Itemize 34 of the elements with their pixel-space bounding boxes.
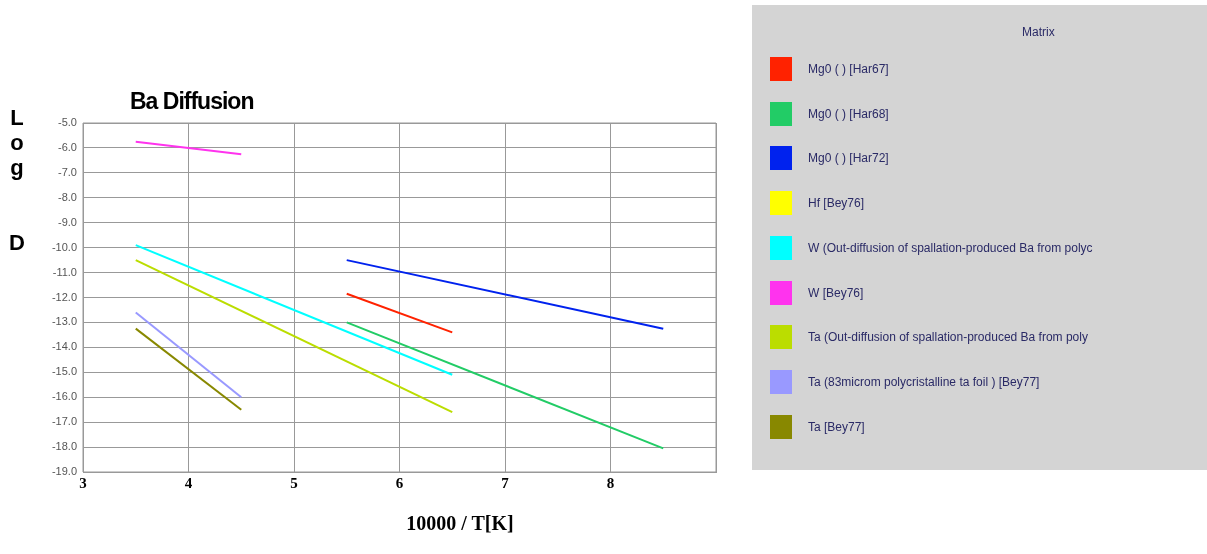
legend-label: Mg0 ( ) [Har68] bbox=[808, 106, 889, 121]
legend-label: Mg0 ( ) [Har67] bbox=[808, 62, 889, 76]
x-tick-label: 7 bbox=[501, 474, 510, 491]
y-tick-label: -14.0 bbox=[51, 340, 77, 353]
x-tick-label: 4 bbox=[184, 474, 193, 491]
legend-label: Ta (83microm polycristalline ta foil ) [Bey77] bbox=[808, 374, 1040, 389]
chart-title: Ba Diffusion bbox=[130, 88, 254, 115]
legend-title: Matrix bbox=[1022, 25, 1055, 39]
y-tick-label: -16.0 bbox=[51, 390, 77, 403]
y-tick-label: -10.0 bbox=[51, 240, 77, 253]
y-tick-label: -5.0 bbox=[58, 116, 77, 129]
legend-label: W [Bey76] bbox=[808, 285, 864, 300]
legend-label: Ta [Bey77] bbox=[808, 419, 865, 434]
y-tick-label: -11.0 bbox=[52, 265, 77, 278]
y-tick-label: -18.0 bbox=[51, 440, 77, 453]
y-tick-label: -19.0 bbox=[51, 465, 77, 478]
y-tick-label: -13.0 bbox=[51, 315, 77, 328]
y-tick-label: -15.0 bbox=[51, 365, 77, 378]
text: Log D bbox=[9, 105, 25, 255]
legend-label: W (Out-diffusion of spallation-produced Ba from polyc bbox=[808, 240, 1093, 255]
x-axis-title: 10000 / T[K] bbox=[405, 512, 515, 535]
y-tick-label: -6.0 bbox=[58, 140, 77, 153]
x-tick-label: 3 bbox=[79, 474, 87, 491]
y-tick-label: -8.0 bbox=[58, 190, 77, 203]
legend-label: Hf [Bey76] bbox=[808, 196, 865, 211]
x-tick-label: 5 bbox=[290, 474, 298, 491]
y-tick-label: -7.0 bbox=[58, 165, 77, 178]
y-tick-label: -17.0 bbox=[51, 415, 77, 428]
y-tick-label: -9.0 bbox=[58, 215, 77, 228]
x-tick-label: 6 bbox=[395, 474, 404, 491]
legend-label: Ta (Out-diffusion of spallation-produced Ba from poly bbox=[808, 330, 1088, 345]
x-tick-label: 8 bbox=[606, 474, 615, 491]
y-tick-label: -12.0 bbox=[51, 290, 77, 303]
legend-label: Mg0 ( ) [Har72] bbox=[808, 151, 889, 166]
